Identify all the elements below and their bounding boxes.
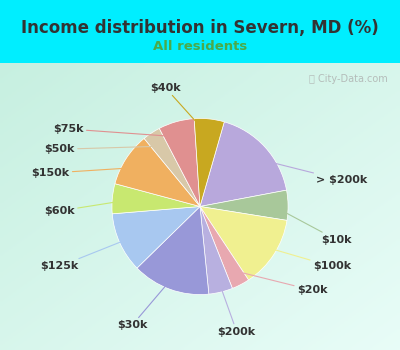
Text: $50k: $50k — [44, 144, 158, 154]
Text: $125k: $125k — [40, 238, 132, 271]
Text: $60k: $60k — [44, 201, 125, 216]
Wedge shape — [200, 206, 287, 280]
Text: $40k: $40k — [150, 83, 206, 133]
Text: $100k: $100k — [263, 246, 351, 271]
Text: $75k: $75k — [53, 124, 178, 137]
Wedge shape — [194, 118, 224, 206]
Text: $150k: $150k — [32, 168, 136, 178]
Wedge shape — [115, 139, 200, 206]
Text: $30k: $30k — [117, 276, 174, 330]
Text: $10k: $10k — [275, 207, 352, 245]
Text: All residents: All residents — [153, 40, 247, 53]
Text: $20k: $20k — [236, 271, 327, 295]
Wedge shape — [112, 206, 200, 268]
Text: Income distribution in Severn, MD (%): Income distribution in Severn, MD (%) — [21, 19, 379, 37]
Wedge shape — [200, 122, 286, 206]
Text: > $200k: > $200k — [256, 159, 368, 185]
Text: $200k: $200k — [218, 279, 256, 337]
Wedge shape — [159, 119, 200, 206]
Wedge shape — [200, 206, 248, 288]
Wedge shape — [112, 184, 200, 214]
Wedge shape — [200, 190, 288, 220]
Text: Ⓣ City-Data.com: Ⓣ City-Data.com — [309, 75, 388, 84]
Wedge shape — [144, 128, 200, 206]
Wedge shape — [200, 206, 232, 294]
Wedge shape — [137, 206, 209, 295]
